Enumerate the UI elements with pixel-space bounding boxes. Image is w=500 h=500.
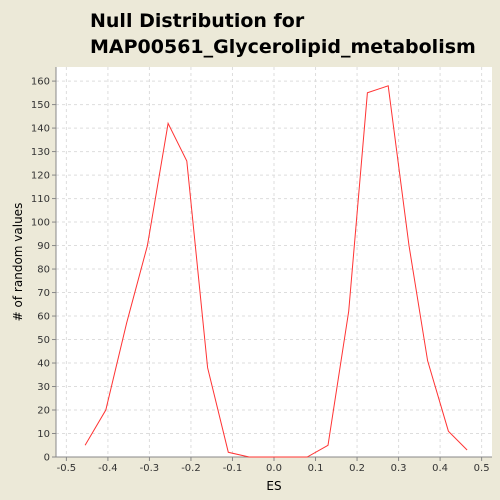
data-point <box>185 160 188 163</box>
y-tick-label: 160 <box>31 77 50 88</box>
y-tick-label: 30 <box>37 382 50 393</box>
data-point <box>347 310 350 313</box>
series-layer <box>84 84 469 459</box>
data-point <box>327 444 330 447</box>
chart-title-line-2: MAP00561_Glycerolipid_metabolism <box>90 36 476 58</box>
grid-lines <box>56 67 492 457</box>
data-point <box>426 359 429 362</box>
data-point <box>227 451 230 454</box>
data-point <box>167 122 170 125</box>
y-tick-label: 120 <box>31 171 50 182</box>
x-axis-label: ES <box>266 479 281 493</box>
x-tick-label: 0.0 <box>266 463 282 474</box>
data-point <box>366 91 369 94</box>
x-tick-label: -0.1 <box>223 463 243 474</box>
y-tick-label: 10 <box>37 429 50 440</box>
x-tick-label: 0.4 <box>432 463 448 474</box>
x-tick-label: 0.2 <box>349 463 365 474</box>
chart-title: Null Distribution for MAP00561_Glyceroli… <box>90 8 490 60</box>
data-point <box>206 366 209 369</box>
x-tick-label: 0.3 <box>391 463 407 474</box>
y-tick-label: 20 <box>37 406 50 417</box>
data-point <box>466 449 469 452</box>
data-point <box>146 244 149 247</box>
y-tick-label: 110 <box>31 194 50 205</box>
y-tick-label: 40 <box>37 359 50 370</box>
data-point <box>125 322 128 325</box>
y-tick-label: 60 <box>37 312 50 323</box>
axes: -0.5 -0.4 -0.3 -0.2 -0.1 0.0 0.1 0.2 0.3 0.4 0.5 0 1… <box>31 67 492 474</box>
y-tick-label: 90 <box>37 241 50 252</box>
x-tick-label: -0.2 <box>181 463 201 474</box>
x-tick-label: -0.4 <box>98 463 118 474</box>
y-axis-label: # of random values <box>11 203 25 322</box>
x-tick-label: -0.5 <box>57 463 77 474</box>
data-point <box>306 456 309 459</box>
series-line <box>84 85 468 458</box>
y-tick-label: 100 <box>31 218 50 229</box>
y-tick-label: 80 <box>37 265 50 276</box>
x-tick-label: -0.3 <box>140 463 160 474</box>
data-point <box>104 409 107 412</box>
x-tick-label: 0.5 <box>474 463 490 474</box>
data-point <box>248 456 251 459</box>
data-point <box>408 244 411 247</box>
y-tick-label: 0 <box>44 453 50 464</box>
y-tick-label: 150 <box>31 100 50 111</box>
x-tick-label: 0.1 <box>308 463 324 474</box>
data-point <box>447 430 450 433</box>
y-tick-label: 140 <box>31 124 50 135</box>
data-point <box>84 444 87 447</box>
data-point <box>387 84 390 87</box>
chart-title-line-1: Null Distribution for <box>90 10 305 32</box>
y-tick-label: 70 <box>37 288 50 299</box>
y-tick-label: 50 <box>37 335 50 346</box>
y-tick-label: 130 <box>31 147 50 158</box>
